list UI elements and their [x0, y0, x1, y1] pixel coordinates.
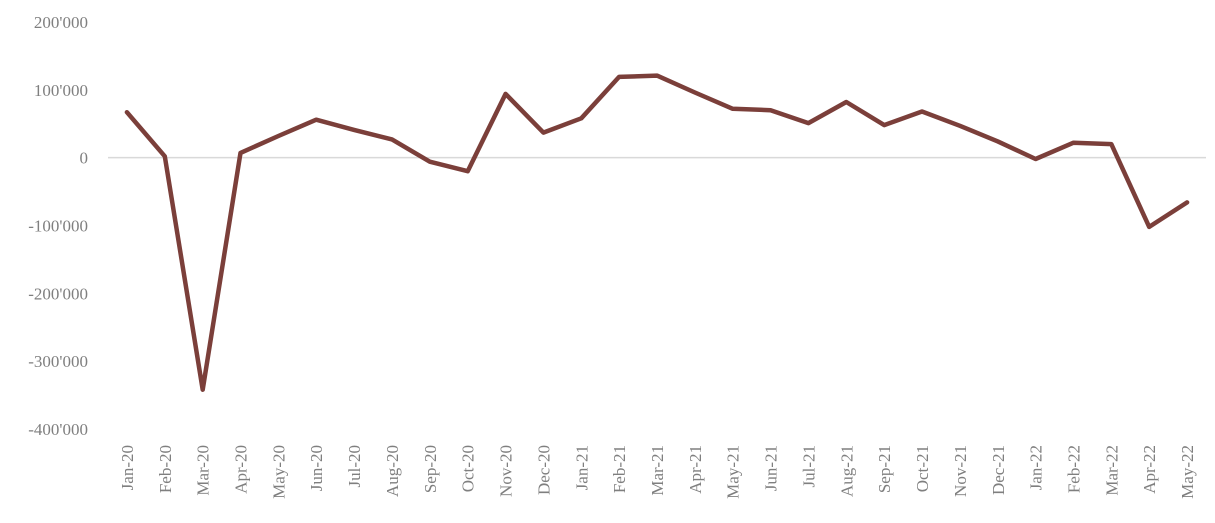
x-tick-label: Jun-21: [762, 445, 781, 491]
y-axis: 200'000 100'000 0 -100'000 -200'000 -300'000 -…: [28, 13, 88, 439]
x-tick-label: Mar-20: [194, 445, 213, 496]
x-tick-label: May-22: [1178, 445, 1197, 499]
y-tick-label: 100'000: [34, 81, 88, 100]
x-tick-label: Apr-22: [1140, 445, 1159, 494]
x-tick-label: Jan-20: [118, 445, 137, 490]
x-tick-label: Jun-20: [307, 445, 326, 491]
series-line: [124, 73, 1190, 392]
x-tick-label: Sep-21: [875, 445, 894, 493]
x-tick-label: Aug-20: [383, 445, 402, 497]
y-tick-label: -200'000: [28, 284, 88, 303]
x-tick-label: Apr-21: [686, 445, 705, 494]
x-tick-label: Mar-21: [648, 445, 667, 496]
x-tick-label: Oct-20: [459, 445, 478, 492]
x-axis: Jan-20 Feb-20 Mar-20 Apr-20 May-20 Jun-20 Jul-…: [118, 445, 1197, 499]
y-tick-label: -400'000: [28, 420, 88, 439]
y-tick-label: -100'000: [28, 217, 88, 236]
x-tick-label: Dec-20: [534, 445, 553, 495]
y-tick-label: 0: [80, 149, 89, 168]
x-tick-label: Sep-20: [421, 445, 440, 493]
x-tick-label: Feb-21: [610, 445, 629, 493]
x-tick-label: Oct-21: [913, 445, 932, 492]
x-tick-label: Apr-20: [232, 445, 251, 494]
x-tick-label: Jul-21: [799, 445, 818, 488]
series-group: [124, 73, 1190, 392]
x-tick-label: Jul-20: [345, 445, 364, 488]
x-tick-label: Jan-21: [572, 445, 591, 490]
x-tick-label: Feb-20: [156, 445, 175, 493]
x-tick-label: Feb-22: [1064, 445, 1083, 493]
x-tick-label: May-20: [269, 445, 288, 499]
x-tick-label: Aug-21: [837, 445, 856, 497]
y-tick-label: -300'000: [28, 352, 88, 371]
x-tick-label: Jan-22: [1027, 445, 1046, 490]
x-tick-label: Dec-21: [989, 445, 1008, 495]
x-tick-label: Nov-20: [497, 445, 516, 497]
y-tick-label: 200'000: [34, 13, 88, 32]
x-tick-label: May-21: [724, 445, 743, 499]
x-tick-label: Nov-21: [951, 445, 970, 497]
x-tick-label: Mar-22: [1102, 445, 1121, 496]
